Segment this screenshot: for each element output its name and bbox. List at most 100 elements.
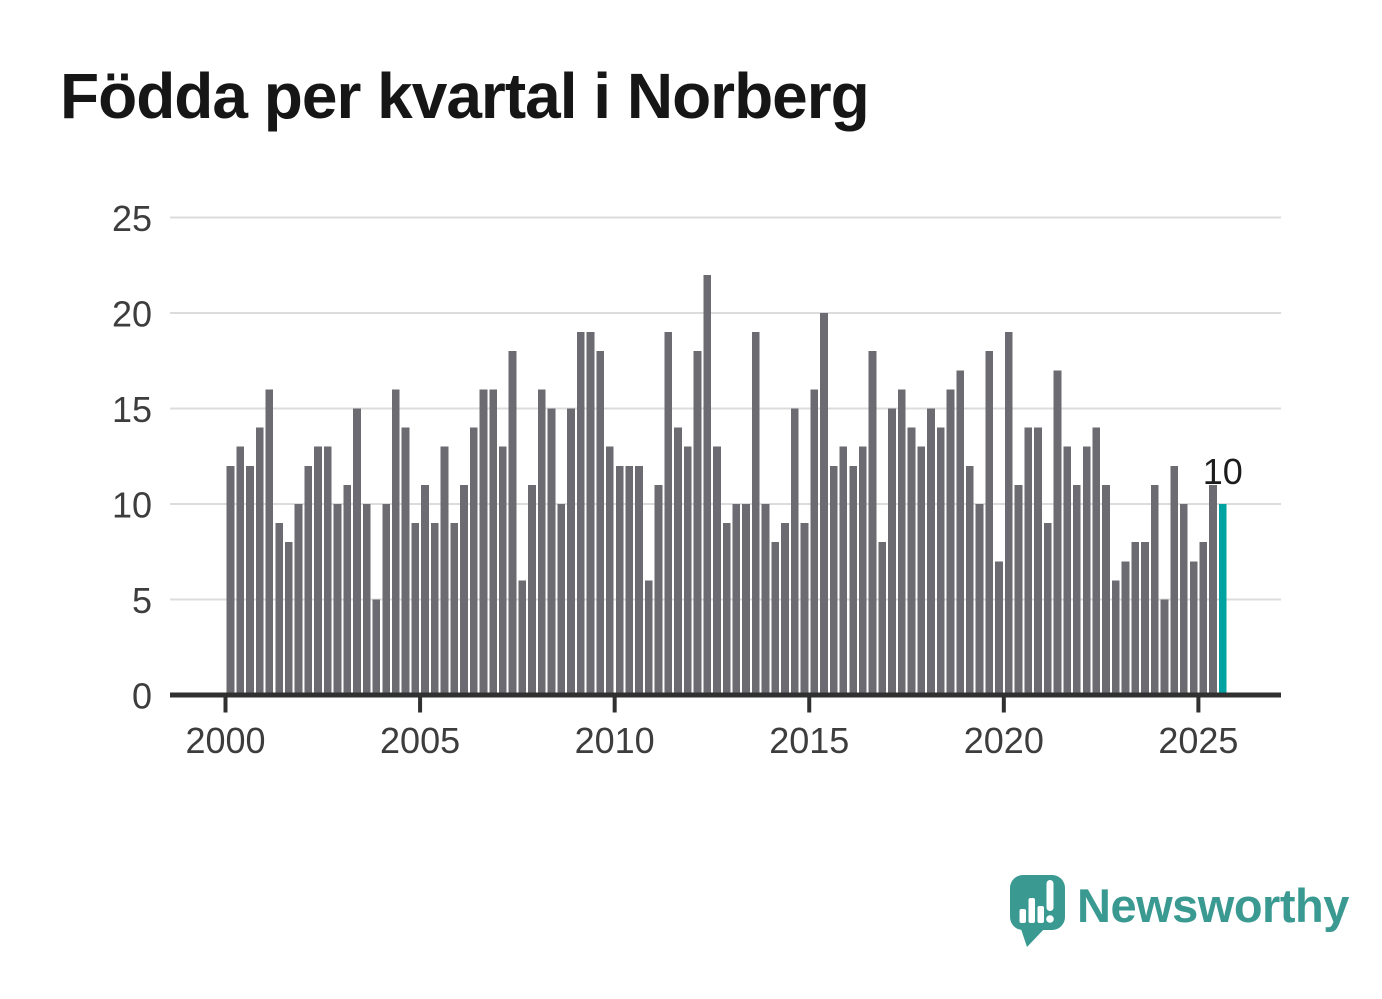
bar	[460, 484, 468, 695]
bar	[353, 408, 361, 695]
bar	[606, 446, 614, 695]
x-tick-2005	[418, 697, 423, 713]
bar	[1063, 446, 1071, 695]
bar	[1189, 561, 1198, 695]
bar	[226, 465, 235, 695]
x-tick-2010	[612, 697, 617, 713]
bar	[1014, 484, 1023, 695]
x-tick-label-2010: 2010	[575, 720, 655, 761]
bar	[1141, 542, 1149, 695]
bar	[1043, 523, 1052, 695]
bar	[528, 484, 536, 695]
bar	[956, 370, 964, 695]
bar	[946, 389, 955, 695]
newsworthy-wordmark: Newsworthy	[1077, 879, 1349, 932]
bar	[333, 504, 342, 695]
bar	[314, 446, 322, 695]
bar	[1180, 504, 1188, 695]
bar	[586, 332, 595, 695]
bar	[839, 446, 848, 695]
bar	[508, 351, 517, 695]
y-tick-label-20: 20	[112, 294, 152, 335]
bar	[294, 504, 303, 695]
bar	[790, 408, 799, 695]
bar	[907, 427, 916, 695]
bar	[236, 446, 245, 695]
bar	[499, 446, 507, 695]
bar	[858, 446, 867, 695]
bar	[820, 313, 828, 695]
bar	[547, 408, 556, 695]
bar	[868, 351, 877, 695]
x-tick-2015	[807, 697, 812, 713]
bar	[567, 408, 575, 695]
bar	[897, 389, 906, 695]
bar	[265, 389, 274, 695]
bar	[450, 523, 459, 695]
bar	[625, 465, 634, 695]
bar	[683, 446, 692, 695]
y-tick-label-15: 15	[112, 389, 152, 430]
bar	[372, 599, 381, 695]
x-tick-label-2020: 2020	[964, 720, 1044, 761]
bar	[722, 523, 731, 695]
bar	[878, 542, 887, 695]
bar	[1150, 484, 1159, 695]
y-tick-label-25: 25	[112, 198, 152, 239]
bar	[1082, 446, 1091, 695]
bar	[654, 484, 663, 695]
bar	[1004, 332, 1013, 695]
bar	[596, 351, 604, 695]
bar	[1111, 580, 1120, 695]
bar	[1073, 484, 1081, 695]
bar	[1209, 484, 1217, 695]
bar	[255, 427, 264, 695]
y-tick-label-10: 10	[112, 485, 152, 526]
bar	[382, 504, 390, 695]
highlighted-bar	[1218, 504, 1227, 695]
bar	[557, 504, 566, 695]
bar	[343, 484, 352, 695]
bar	[284, 542, 293, 695]
bar	[1034, 427, 1042, 695]
highlight-value-label: 10	[1203, 451, 1243, 492]
bar	[975, 504, 984, 695]
x-tick-label-2005: 2005	[380, 720, 460, 761]
bar	[771, 542, 780, 695]
x-tick-2000	[223, 697, 228, 713]
bar	[430, 523, 439, 695]
bar	[800, 523, 809, 695]
bar	[576, 332, 585, 695]
bar	[674, 427, 682, 695]
bar	[1102, 484, 1110, 695]
bar	[1092, 427, 1101, 695]
bar	[391, 389, 400, 695]
bar	[761, 504, 770, 695]
bar	[936, 427, 945, 695]
bar	[644, 580, 653, 695]
y-tick-label-5: 5	[132, 580, 152, 621]
speech-bubble-chart-icon	[1010, 875, 1065, 947]
bar	[489, 389, 497, 695]
x-tick-label-2015: 2015	[769, 720, 849, 761]
chart-title: Födda per kvartal i Norberg	[60, 60, 870, 132]
bar	[966, 465, 974, 695]
bar	[1053, 370, 1062, 695]
bar	[810, 389, 819, 695]
bar	[1199, 542, 1208, 695]
bar	[323, 446, 332, 695]
bar	[693, 351, 702, 695]
bar	[304, 465, 313, 695]
bar	[635, 465, 643, 695]
bar	[440, 446, 449, 695]
bar	[751, 332, 760, 695]
bar	[829, 465, 838, 695]
newsworthy-logo: Newsworthy	[1010, 875, 1350, 947]
x-tick-2020	[1001, 697, 1006, 713]
bar	[917, 446, 926, 695]
bar	[421, 484, 429, 695]
bar	[275, 523, 283, 695]
bar	[362, 504, 371, 695]
bar	[713, 446, 721, 695]
